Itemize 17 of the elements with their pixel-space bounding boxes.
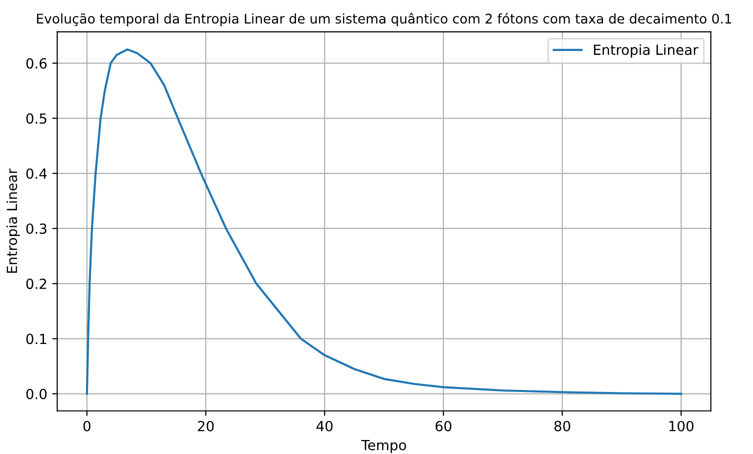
- y-tick-label: 0.4: [26, 168, 47, 179]
- y-tick-label: 0.3: [26, 223, 46, 234]
- x-tick-label: 80: [554, 420, 570, 432]
- chart-title: Evolução temporal da Entropia Linear de um sistema quântico com 2 fótons com taxa de decaimento 0.1: [37, 12, 732, 26]
- x-tick-label: 20: [198, 420, 214, 432]
- y-axis-title: Entropia Linear: [6, 168, 20, 273]
- x-tick-label: 0: [83, 420, 90, 432]
- y-tick-label: 0.2: [26, 278, 46, 290]
- x-tick-label: 60: [436, 420, 452, 432]
- x-axis-title: Tempo: [361, 440, 406, 454]
- y-tick-label: 0.6: [26, 58, 47, 69]
- x-tick-label: 100: [669, 420, 694, 432]
- x-tick-label: 40: [316, 420, 333, 432]
- legend-label: Entropia Linear: [594, 44, 698, 58]
- y-tick-label: 0.5: [26, 113, 46, 124]
- y-tick-label: 0.0: [26, 388, 47, 400]
- y-tick-label: 0.1: [26, 334, 46, 344]
